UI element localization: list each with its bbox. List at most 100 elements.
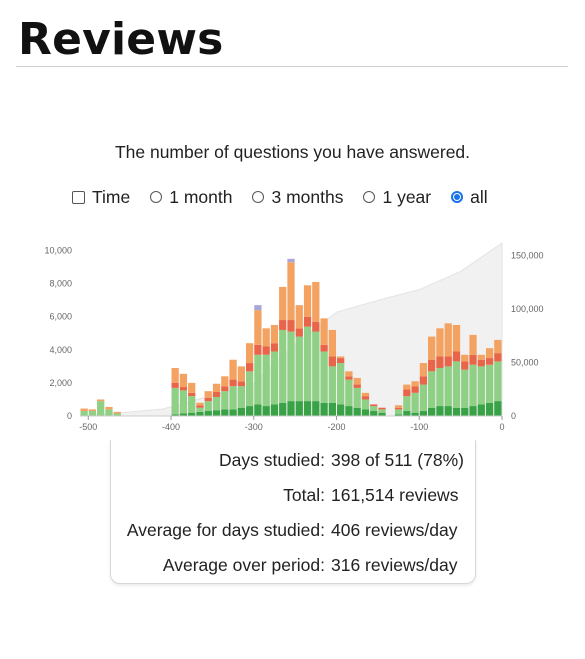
bar-young: [97, 401, 105, 416]
bar-relearn: [279, 320, 287, 330]
axis-layer: -500 -400 -300 -200 -100 002,0004,0006,0008,0…: [44, 246, 543, 432]
range-controls: Time 1 month 3 months 1 year all: [72, 185, 508, 209]
range-1-year-option[interactable]: 1 year: [363, 187, 431, 208]
stat-row-average-days-studied: Average for days studied: 406 reviews/da…: [111, 520, 475, 544]
bar-relearn: [452, 351, 461, 362]
bar-learn: [204, 391, 212, 398]
range-3-months-option[interactable]: 3 months: [252, 187, 343, 208]
range-3-months-label: 3 months: [271, 186, 344, 207]
bar-mature: [312, 401, 320, 416]
bar-mature: [245, 406, 254, 416]
bar-mature: [254, 404, 262, 416]
y-tick-label: 4,000: [49, 345, 72, 355]
bar-mature: [419, 411, 428, 416]
bar-young: [295, 336, 303, 402]
range-1-month-label: 1 month: [169, 186, 233, 207]
bar-young: [279, 329, 287, 403]
bar-young: [254, 354, 262, 405]
bar-learn: [196, 402, 204, 406]
bar-mature: [320, 402, 328, 416]
bar-young: [370, 406, 378, 412]
bar-mature: [378, 412, 386, 416]
bar-young: [444, 366, 452, 407]
bar-relearn: [295, 328, 303, 337]
stat-row-days-studied: Days studied: 398 of 511 (78%): [111, 450, 475, 474]
bar-learn: [477, 354, 485, 360]
bar-young: [494, 361, 502, 402]
cumulative-area: [79, 242, 503, 417]
bar-relearn: [204, 397, 212, 402]
bar-relearn: [353, 384, 361, 388]
bar-learn: [353, 377, 361, 385]
bar-relearn: [444, 356, 452, 367]
bar-young: [88, 411, 97, 416]
y-tick-label: 8,000: [49, 279, 72, 289]
bar-mature: [436, 406, 444, 416]
bar-mature: [452, 407, 461, 416]
graph-subtitle: The number of questions you have answere…: [114, 142, 471, 162]
bar-filtered: [254, 305, 262, 311]
bar-young: [312, 331, 320, 402]
range-all-radio[interactable]: [451, 191, 464, 203]
bar-learn: [212, 383, 221, 393]
bar-learn: [485, 348, 494, 359]
stat-value: 161,514 reviews: [331, 485, 459, 505]
time-checkbox-option[interactable]: Time: [72, 187, 130, 208]
bar-mature: [361, 409, 370, 416]
y2-tick-label: 100,000: [511, 304, 544, 314]
page-title: Reviews: [18, 14, 224, 65]
range-1-month-option[interactable]: 1 month: [150, 187, 232, 208]
bar-learn: [303, 285, 312, 317]
bar-learn: [270, 325, 279, 344]
bar-learn: [262, 328, 270, 347]
range-1-year-radio[interactable]: [363, 191, 376, 203]
x-tick-label: -500: [79, 422, 97, 432]
bar-learn: [494, 339, 502, 354]
range-3-months-radio[interactable]: [252, 191, 265, 203]
range-1-month-radio[interactable]: [150, 191, 163, 203]
y2-tick-label: 150,000: [511, 250, 544, 260]
bar-young: [345, 379, 353, 407]
bar-learn: [88, 409, 97, 412]
bar-learn: [419, 363, 428, 377]
bar-young: [411, 392, 419, 413]
bar-young: [204, 401, 212, 412]
bar-relearn: [254, 344, 262, 355]
bar-young: [270, 351, 279, 405]
bar-mature: [328, 402, 337, 416]
bar-mature: [295, 401, 303, 416]
bar-relearn: [179, 387, 188, 391]
bar-learn: [394, 405, 403, 408]
bar-learn: [452, 325, 461, 352]
bar-layer: [80, 258, 502, 416]
bar-relearn: [188, 392, 196, 397]
bar-learn: [428, 336, 436, 360]
bar-young: [485, 364, 494, 403]
bar-learn: [312, 281, 320, 322]
range-all-option[interactable]: all: [451, 187, 488, 208]
time-checkbox[interactable]: [72, 190, 85, 204]
bar-young: [469, 364, 477, 407]
stat-label: Average for days studied:: [126, 520, 325, 540]
bar-young: [394, 409, 403, 415]
bar-learn: [80, 408, 88, 412]
y-tick-label: 2,000: [49, 378, 72, 388]
bar-learn: [237, 366, 245, 382]
bar-relearn: [436, 356, 444, 369]
x-tick-label: -400: [162, 422, 180, 432]
bar-learn: [221, 376, 229, 387]
bar-young: [80, 411, 88, 416]
bar-young: [477, 366, 485, 405]
bar-mature: [171, 414, 179, 416]
bar-relearn: [270, 343, 279, 352]
bar-relearn: [378, 407, 386, 410]
bar-mature: [370, 411, 378, 416]
bar-relearn: [262, 346, 270, 355]
bar-young: [105, 409, 113, 416]
stats-table: Days studied: 398 of 511 (78%) Total: 16…: [110, 440, 476, 584]
bar-relearn: [337, 358, 345, 364]
bar-young: [361, 399, 370, 410]
bar-relearn: [485, 358, 494, 365]
bar-learn: [179, 373, 188, 388]
y-tick-label: 0: [67, 411, 72, 421]
